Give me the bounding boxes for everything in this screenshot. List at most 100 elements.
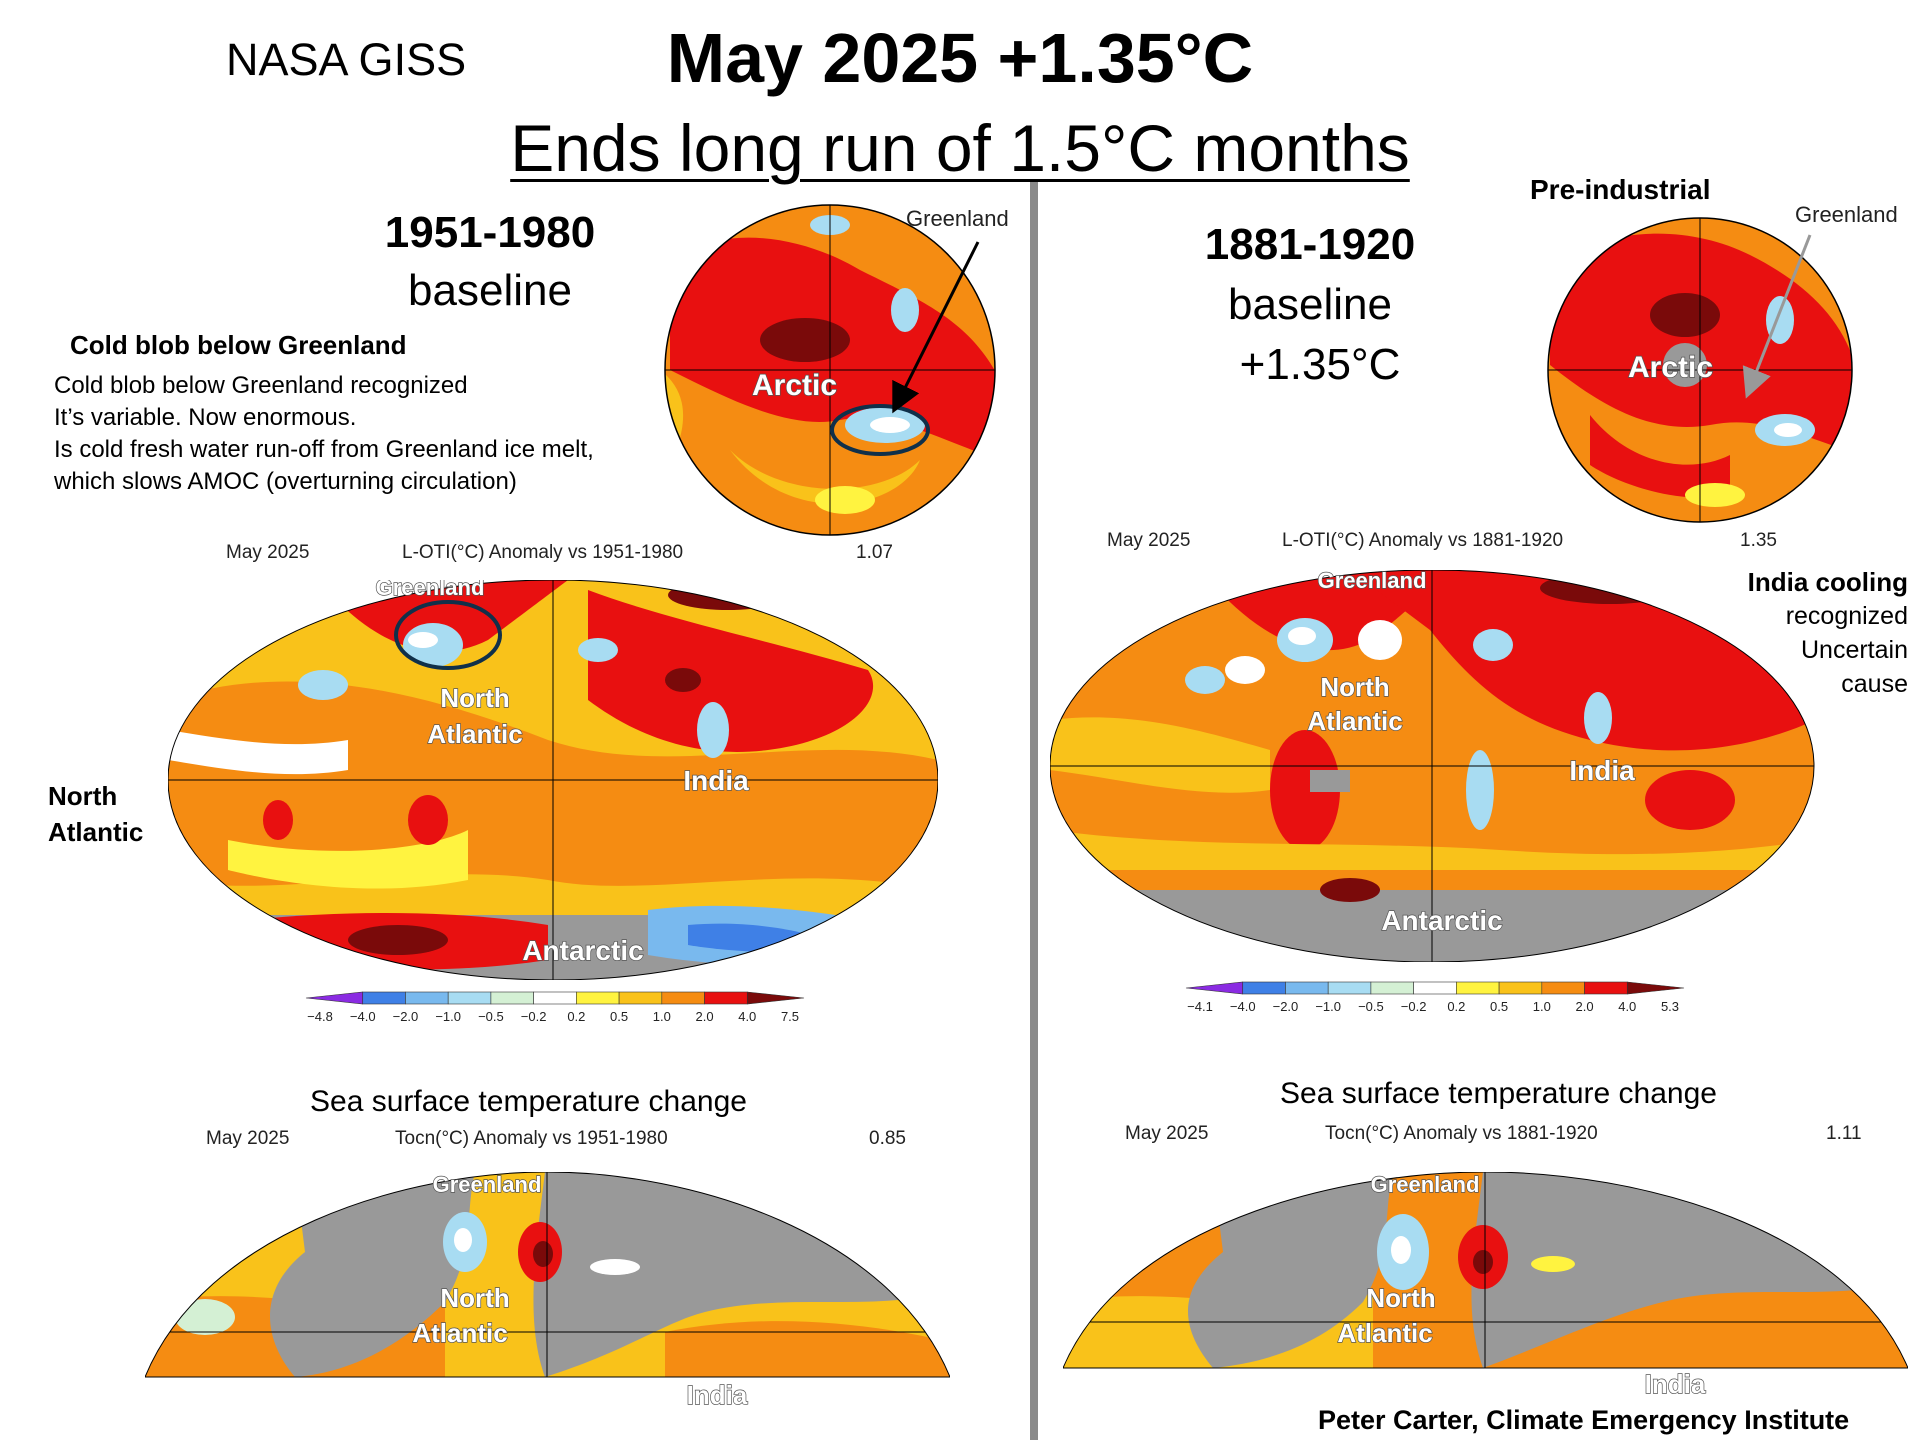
left-arctic-globe: Arctic (664, 204, 996, 536)
left-map1-month: May 2025 (226, 542, 310, 563)
left-sst-map: Greenland North Atlantic India (145, 1172, 950, 1411)
colorbar-swatch (1413, 981, 1457, 995)
colorbar-tick-label: 4.0 (738, 1009, 756, 1024)
colorbar-swatch (1327, 981, 1372, 995)
right-map-label-greenland: Greenland (1318, 570, 1427, 593)
colorbar-swatch (405, 991, 449, 1005)
sst-label-greenland: Greenland (433, 1172, 542, 1197)
colorbar-tick-label: 1.0 (653, 1009, 671, 1024)
note-line: which slows AMOC (overturning circulatio… (54, 468, 517, 495)
colorbar-swatch (618, 991, 663, 1005)
page-subtitle-text: Ends long run of 1.5°C months (510, 111, 1410, 185)
colorbar-swatch (1584, 981, 1628, 995)
colorbar-swatch (362, 991, 406, 1005)
right-greenland-arrow (1742, 234, 1812, 399)
left-baseline-word: baseline (408, 266, 572, 315)
greenland-arrow (892, 241, 980, 414)
right-globe-greenland-label: Greenland (1795, 202, 1898, 227)
right-sst-label-greenland: Greenland (1371, 1172, 1480, 1197)
right-baseline-word: baseline (1228, 280, 1392, 329)
map-cold-blob-ring (394, 600, 502, 670)
colorbar-swatch (1626, 981, 1685, 995)
colorbar-tick-label: −0.2 (521, 1009, 547, 1024)
colorbar-tick-label: 0.5 (610, 1009, 628, 1024)
india-note-line: India cooling (1747, 567, 1908, 597)
right-sst-title: Sea surface temperature change (1280, 1077, 1717, 1110)
right-baseline-years: 1881-1920 (1204, 220, 1416, 269)
right-arctic-label: Arctic (1628, 351, 1713, 384)
right-map-label-antarctic: Antarctic (1381, 905, 1502, 936)
india-note-line: cause (1841, 670, 1908, 698)
right-map2-value: 1.11 (1826, 1123, 1862, 1144)
sst-label-north: North (440, 1283, 509, 1313)
arctic-label: Arctic (752, 369, 837, 402)
colorbar-tick-label: −0.5 (1358, 999, 1384, 1014)
colorbar-swatch (447, 991, 492, 1005)
colorbar-tick-label: −4.1 (1187, 999, 1213, 1014)
colorbar-tick-label: 0.2 (1447, 999, 1465, 1014)
right-globe-title: Pre-industrial (1530, 174, 1711, 205)
map-label-atlantic: Atlantic (427, 719, 522, 749)
colorbar-tick-label: −0.2 (1401, 999, 1427, 1014)
map-label-north: North (440, 683, 509, 713)
note-line: It’s variable. Now enormous. (54, 404, 357, 431)
right-map1-value: 1.35 (1740, 530, 1777, 551)
center-divider (1030, 182, 1038, 1440)
colorbar-swatch (576, 991, 620, 1005)
right-map-label-atlantic: Atlantic (1307, 706, 1402, 736)
colorbar-tick-label: 0.5 (1490, 999, 1508, 1014)
colorbar-swatch (305, 991, 364, 1005)
colorbar-tick-label: 1.0 (1533, 999, 1551, 1014)
colorbar-swatch (1456, 981, 1500, 995)
colorbar-tick-label: −4.0 (350, 1009, 376, 1024)
right-sst-label-atlantic: Atlantic (1337, 1318, 1432, 1348)
right-sst-label-india: India (1645, 1369, 1706, 1399)
left-side-label: North Atlantic (48, 778, 143, 850)
colorbar-tick-label: 2.0 (696, 1009, 714, 1024)
left-map2-month: May 2025 (206, 1128, 290, 1149)
page-title: May 2025 +1.35°C (666, 19, 1254, 97)
sst-label-atlantic: Atlantic (412, 1318, 507, 1348)
right-arctic-globe: Arctic (1547, 217, 1853, 523)
left-colorbar: −4.8 −4.0 −2.0 −1.0 −0.5 −0.2 0.2 0.5 1.0 2.0 4.0 7… (305, 991, 805, 1024)
right-land-ocean-map: Greenland North Atlantic India Antarctic (1050, 570, 1815, 962)
colorbar-swatch (704, 991, 748, 1005)
side-label-line: North (48, 781, 118, 811)
colorbar-tick-label: −1.0 (1315, 999, 1341, 1014)
left-baseline-years: 1951-1980 (384, 208, 596, 257)
colorbar-swatch (746, 991, 805, 1005)
india-cooling-note: India cooling recognized Uncertain cause (1748, 565, 1908, 701)
map-label-greenland: Greenland (376, 580, 485, 600)
cold-blob-heading: Cold blob below Greenland (70, 330, 407, 360)
colorbar-tick-label: −0.5 (478, 1009, 504, 1024)
cold-blob-note: Cold blob below Greenland recognized It’… (54, 370, 594, 498)
right-colorbar: −4.1 −4.0 −2.0 −1.0 −0.5 −0.2 0.2 0.5 1.0 2.0 4.0 5… (1185, 981, 1685, 1014)
colorbar-tick-label: −4.0 (1230, 999, 1256, 1014)
left-map1-value: 1.07 (856, 542, 893, 563)
cold-blob-highlight-ring (830, 404, 930, 456)
colorbar-tick-label: 0.2 (567, 1009, 585, 1024)
colorbar-swatch (1370, 981, 1414, 995)
page-subtitle: Ends long run of 1.5°C months (0, 110, 1920, 186)
right-map2-month: May 2025 (1125, 1123, 1209, 1144)
note-line: Is cold fresh water run-off from Greenla… (54, 436, 594, 463)
colorbar-swatch (1285, 981, 1329, 995)
side-label-line: Atlantic (48, 817, 144, 847)
left-land-ocean-map: Greenland North Atlantic India Antarctic (168, 580, 938, 980)
colorbar-tick-label: 5.3 (1661, 999, 1679, 1014)
sst-label-india: India (687, 1380, 748, 1410)
colorbar-tick-label: 2.0 (1576, 999, 1594, 1014)
colorbar-tick-label: −2.0 (393, 1009, 419, 1024)
colorbar-tick-label: 4.0 (1618, 999, 1636, 1014)
colorbar-swatch (1185, 981, 1244, 995)
left-map2-desc: Tocn(°C) Anomaly vs 1951-1980 (395, 1128, 668, 1149)
right-baseline-value: +1.35°C (1239, 340, 1401, 389)
colorbar-tick-label: −2.0 (1273, 999, 1299, 1014)
left-sst-title: Sea surface temperature change (310, 1085, 747, 1118)
map-label-india: India (683, 765, 749, 796)
colorbar-swatch (1541, 981, 1585, 995)
left-globe-greenland-label: Greenland (906, 206, 1009, 231)
colorbar-tick-label: 7.5 (781, 1009, 799, 1024)
india-note-line: recognized (1785, 602, 1908, 630)
left-map2-value: 0.85 (869, 1128, 906, 1149)
